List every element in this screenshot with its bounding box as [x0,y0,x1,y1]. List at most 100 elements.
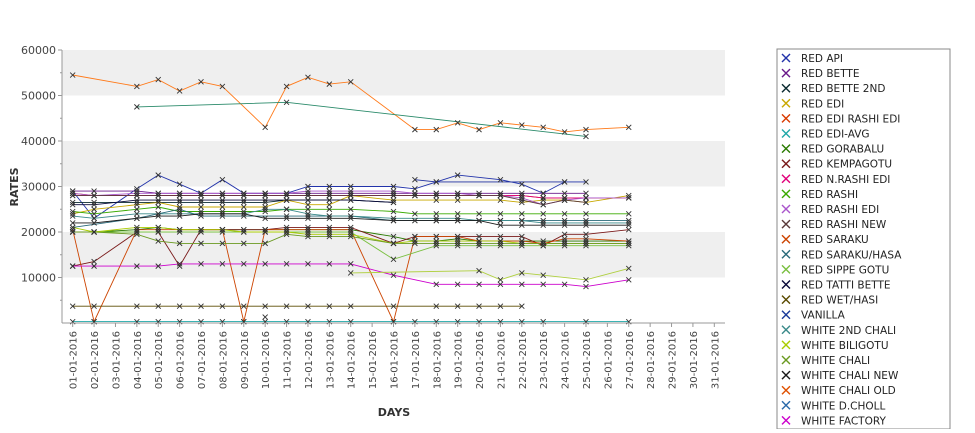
data-point [326,201,333,208]
data-point-stroke [412,176,418,183]
data-point [198,192,204,199]
data-point [412,176,418,183]
data-point [561,238,568,244]
data-point-stroke [476,217,482,224]
data-point-stroke [390,303,397,309]
data-point-stroke [326,81,333,87]
data-point-stroke [519,222,525,228]
data-point-stroke [583,210,589,217]
data-point [176,240,183,247]
legend-label: RED SARAKU/HASA [801,249,902,261]
data-point-stroke [305,226,311,233]
grid-band [62,141,725,187]
data-point-stroke [283,197,290,203]
data-point-stroke [433,281,440,288]
data-point-stroke [283,229,290,235]
data-point [262,314,268,320]
legend-marker [781,340,791,350]
data-point-stroke [305,74,311,81]
data-point [69,220,76,226]
data-point-stroke [262,261,268,267]
data-point [240,213,247,219]
data-point-stroke [262,229,268,235]
data-point [583,222,589,228]
data-point [219,213,226,219]
data-point-stroke [198,190,204,197]
data-point [305,303,311,309]
data-point-stroke [262,314,268,320]
data-point [519,240,525,247]
data-point-stroke [347,213,354,219]
data-point [519,190,525,197]
data-point [519,210,525,217]
x-tick-label: 23-01-2016 [539,331,550,389]
data-point-stroke [561,195,568,201]
data-point-stroke [454,190,461,197]
data-point [134,185,140,192]
data-point [347,215,354,222]
data-point [454,240,461,247]
data-point-stroke [561,129,568,135]
data-point [476,303,482,309]
data-point [454,281,461,288]
data-point [519,270,525,276]
data-point-stroke [69,229,76,235]
data-point-stroke [240,208,247,215]
legend-label: RED API [801,53,843,65]
data-point [583,199,589,206]
data-point-stroke [412,126,418,133]
data-point-stroke [176,213,183,219]
data-point [347,190,354,197]
data-point-stroke [176,190,183,197]
legend-marker [781,159,791,169]
data-point-stroke [305,303,311,309]
data-point-stroke [219,208,226,215]
x-tick-label: 20-01-2016 [475,331,486,389]
data-point [540,217,547,224]
data-point [134,210,140,217]
data-point [326,224,333,231]
data-point-stroke [519,192,525,199]
data-point-stroke [69,220,76,226]
x-tick-label: 08-01-2016 [218,331,229,389]
data-point [519,238,525,244]
data-point-stroke [561,231,568,238]
data-point [519,222,525,228]
data-point [240,192,247,199]
legend-marker [781,385,791,395]
data-point [91,199,97,206]
data-point-stroke [283,190,290,197]
legend-label: WHITE BILIGOTU [801,340,889,352]
series-line [72,226,629,267]
data-point [305,192,311,199]
x-tick-label: 24-01-2016 [561,331,572,389]
data-point [497,240,504,247]
legend-marker [781,144,791,154]
legend-marker [781,204,791,214]
series-line [72,208,629,228]
data-point-stroke [219,213,226,219]
data-point [198,79,204,85]
data-point-stroke [305,229,311,235]
data-point [305,210,311,217]
data-point-stroke [69,224,76,231]
data-point [69,72,76,78]
data-point [155,303,162,309]
data-point-stroke [262,124,268,131]
data-point [176,192,183,199]
data-point [561,210,568,217]
data-point-stroke [69,199,76,206]
data-point-stroke [219,303,226,309]
data-point-stroke [347,303,354,309]
data-point-stroke [240,240,247,247]
data-point-stroke [476,238,482,244]
data-point [625,242,632,249]
data-point [540,272,547,279]
data-point-stroke [454,236,461,242]
data-point-stroke [583,222,589,228]
data-point [476,238,482,244]
data-point-stroke [433,215,440,222]
data-point [198,197,204,203]
data-point [583,133,589,140]
data-point [540,240,547,247]
